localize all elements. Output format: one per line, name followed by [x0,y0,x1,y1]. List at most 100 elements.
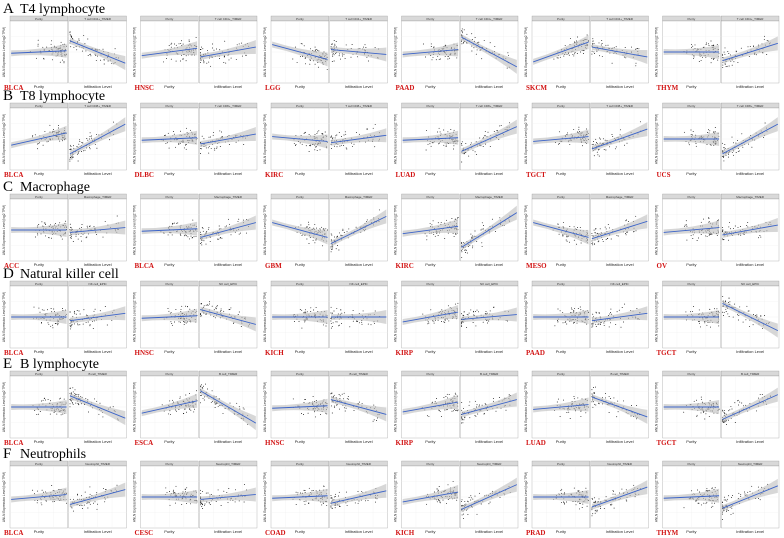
data-point [447,232,449,234]
data-point [468,404,470,406]
data-point [344,58,346,60]
data-point [37,43,39,45]
data-point [637,48,639,49]
data-point [685,224,687,226]
data-point [183,324,185,326]
data-point [478,311,479,313]
subplot-thym: ANLN Expression Level (log2 TPM)PurityPu… [655,15,780,92]
data-point [444,409,446,411]
data-point [200,62,201,64]
data-point [240,232,241,234]
x-axis-label: Purity [34,84,44,89]
data-point [202,227,204,229]
data-point [710,326,711,328]
x-axis-label: Infiltration Level [84,262,112,267]
data-point [723,51,725,53]
data-point [50,308,52,309]
subplot-esca: ANLN Expression Level (log2 TPM)PurityPu… [133,370,258,447]
data-point [228,309,230,311]
data-point [344,407,345,409]
data-point [630,415,632,417]
data-point [331,326,333,328]
data-point [727,302,729,303]
data-point [72,387,74,389]
data-point [611,134,613,135]
data-point [593,155,595,157]
data-point [243,408,245,410]
data-point [366,56,368,58]
data-point [693,57,695,59]
data-point [747,46,749,48]
section-title: T8 lymphocyte [20,89,105,104]
data-point [483,39,485,41]
data-point [605,393,606,395]
data-point [431,224,433,226]
data-point [80,395,82,397]
cancer-label: KIRC [265,171,283,179]
data-point [594,232,596,234]
data-point [33,306,35,308]
data-point [461,409,463,411]
data-point [344,410,346,412]
data-point [701,401,703,403]
data-point [185,394,187,396]
data-point [465,252,466,253]
data-point [605,44,607,46]
data-point [601,43,603,44]
data-point [457,410,458,412]
data-point [207,304,209,306]
data-point [37,225,39,227]
data-point [481,58,483,60]
data-point [704,322,706,324]
data-point [224,226,226,228]
subplot-meso: ANLN Expression Level (log2 TPM)PurityPu… [524,193,649,270]
data-point [334,405,335,407]
data-point [352,145,354,147]
data-point [89,148,91,150]
fit-line [330,215,387,245]
data-point [330,251,332,253]
data-point [312,50,314,51]
data-point [696,415,698,417]
fit-line [11,132,67,146]
data-point [238,43,240,45]
data-point [336,245,338,246]
data-point [713,131,715,133]
section-letter: E [3,356,12,372]
data-point [89,54,91,56]
data-point [81,50,83,52]
data-point [180,308,182,310]
data-point [702,56,703,58]
data-point [562,311,564,313]
data-point [69,237,71,239]
data-point [558,143,560,144]
data-point [42,144,44,146]
confidence-band [722,218,778,238]
data-point [70,37,72,39]
data-point [698,309,700,311]
data-point [80,403,82,405]
data-point [221,136,223,138]
section-letter: C [3,179,13,195]
data-point [353,143,355,145]
data-point [330,320,332,322]
data-point [716,220,718,222]
data-point [433,320,435,322]
data-point [308,224,310,226]
data-point [760,315,762,317]
data-point [206,62,208,64]
data-point [69,160,71,162]
data-point [188,39,190,41]
strip-label: Purity [166,282,174,286]
data-point [615,146,617,148]
data-point [573,55,575,57]
subplot-tgct: ANLN Expression Level (log2 TPM)PurityPu… [655,280,780,357]
data-point [716,43,718,45]
data-point [304,321,306,323]
data-point [295,145,296,146]
data-point [314,411,315,413]
data-point [32,136,34,138]
data-point [104,220,106,222]
data-point [439,58,441,60]
